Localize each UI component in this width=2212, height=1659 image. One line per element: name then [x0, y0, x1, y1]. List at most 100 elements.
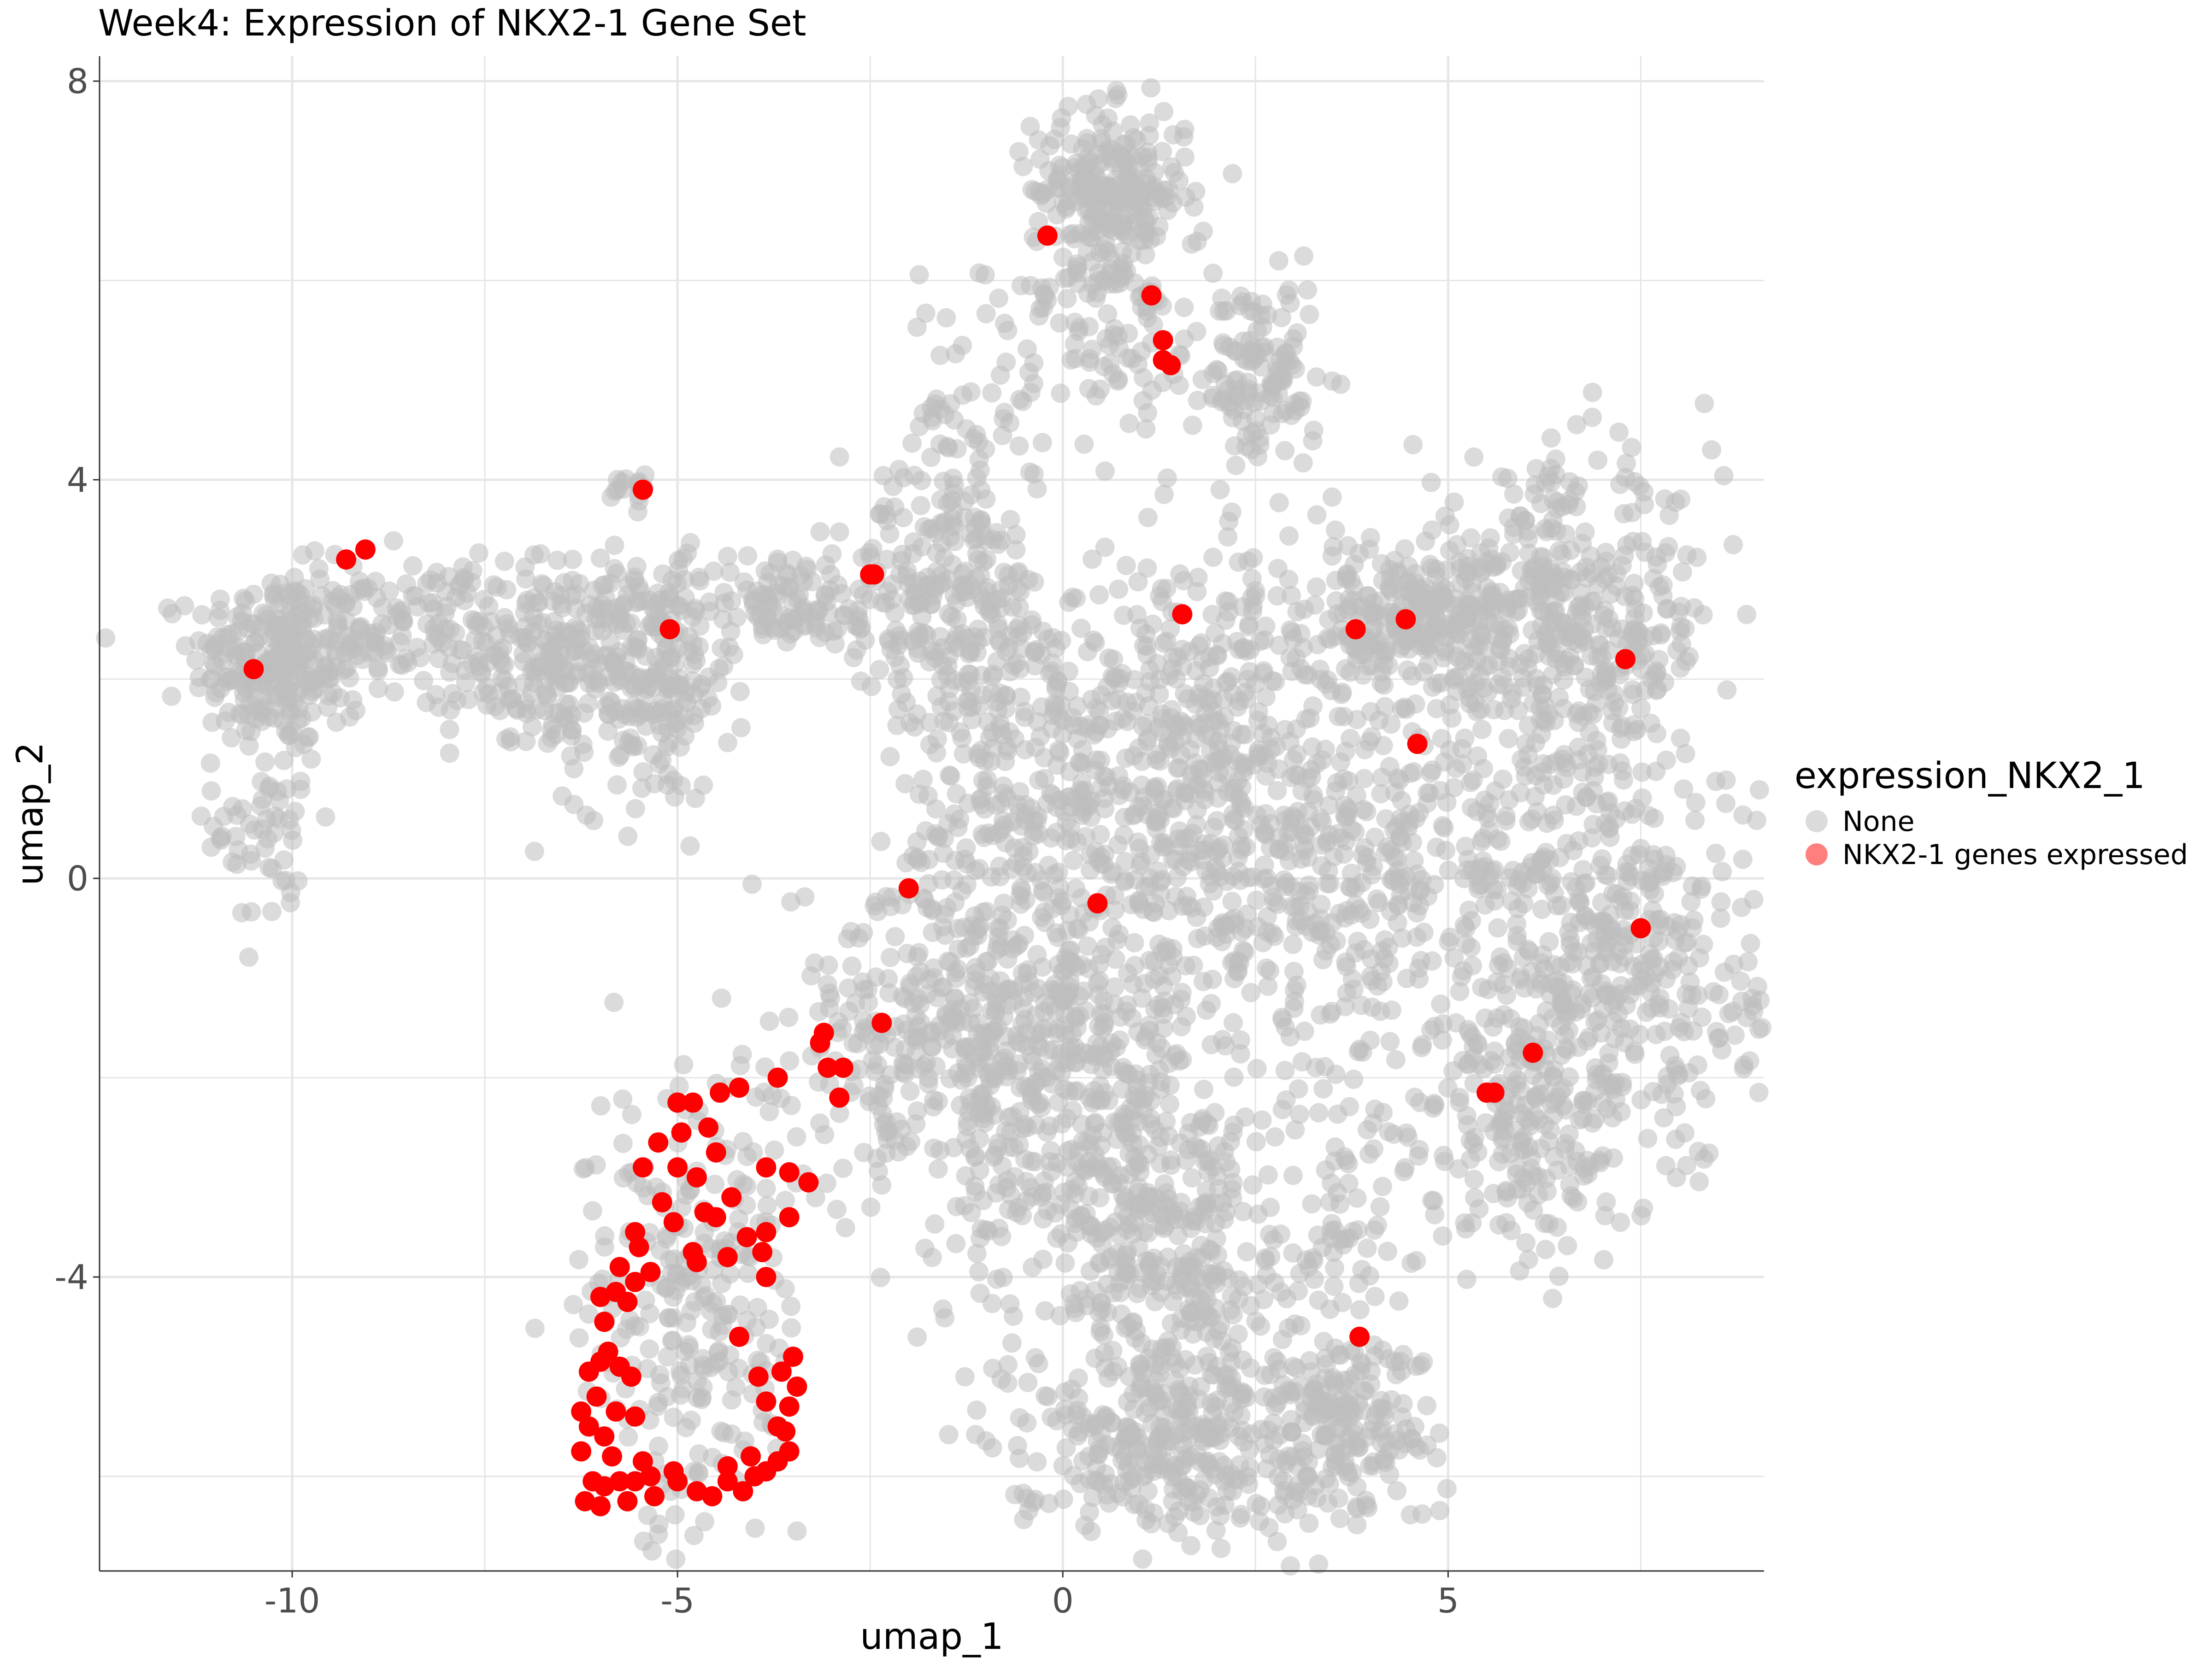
point-none — [1089, 954, 1109, 974]
point-none — [1747, 811, 1766, 830]
point-none — [1195, 926, 1215, 946]
point-none — [1111, 1282, 1130, 1302]
point-none — [1298, 847, 1318, 867]
point-none — [1252, 1110, 1272, 1130]
point-none — [1299, 875, 1319, 895]
point-none — [1141, 78, 1161, 98]
point-none — [797, 559, 817, 579]
point-none — [1013, 623, 1033, 642]
point-none — [885, 927, 905, 947]
point-none — [946, 1234, 966, 1253]
point-none — [1158, 200, 1177, 220]
point-none — [467, 647, 487, 667]
point-none — [1164, 125, 1183, 145]
point-none — [1461, 938, 1481, 958]
point-none — [952, 881, 972, 901]
point-none — [1568, 942, 1588, 962]
point-none — [1666, 1168, 1686, 1188]
point-none — [467, 616, 487, 635]
point-none — [1008, 578, 1028, 598]
point-none — [686, 601, 706, 621]
point-none — [1568, 476, 1588, 496]
point-none — [994, 815, 1014, 835]
point-none — [1371, 673, 1391, 693]
point-none — [1514, 1140, 1534, 1160]
point-none — [755, 561, 775, 581]
point-none — [1033, 881, 1053, 900]
point-none — [1734, 1059, 1753, 1078]
point-none — [996, 685, 1016, 705]
point-none — [191, 806, 211, 826]
point-none — [210, 589, 230, 609]
point-none — [933, 1299, 953, 1319]
point-none — [1557, 1040, 1577, 1060]
point-none — [440, 743, 459, 763]
point-none — [1625, 608, 1645, 628]
point-none — [890, 564, 910, 584]
point-none — [1138, 1183, 1158, 1203]
point-none — [1072, 806, 1092, 825]
point-none — [1364, 606, 1384, 626]
point-none — [977, 549, 997, 569]
point-none — [450, 640, 470, 660]
point-none — [1223, 866, 1243, 886]
point-none — [950, 809, 970, 829]
point-none — [1148, 995, 1168, 1015]
point-none — [1300, 708, 1320, 728]
point-none — [906, 1114, 926, 1134]
point-none — [980, 1076, 1000, 1095]
point-none — [871, 831, 891, 851]
point-none — [271, 610, 291, 629]
point-none — [810, 522, 830, 541]
point-none — [490, 682, 510, 702]
point-none — [1089, 585, 1109, 605]
chart-title: Week4: Expression of NKX2-1 Gene Set — [98, 3, 806, 44]
point-none — [1357, 853, 1377, 873]
point-none — [990, 365, 1010, 385]
point-none — [1286, 765, 1306, 784]
point-none — [1251, 306, 1271, 325]
point-none — [1051, 118, 1071, 137]
point-none — [1187, 322, 1206, 341]
point-none — [920, 712, 940, 732]
point-none — [1596, 1192, 1616, 1212]
point-none — [1215, 916, 1235, 935]
point-none — [293, 545, 312, 565]
point-none — [1276, 1017, 1295, 1037]
point-none — [730, 682, 750, 701]
point-none — [1247, 1059, 1267, 1078]
point-none — [902, 433, 922, 453]
point-none — [1169, 758, 1189, 778]
point-none — [1622, 503, 1642, 523]
point-none — [1684, 598, 1704, 618]
point-none — [403, 586, 423, 606]
point-none — [704, 561, 724, 581]
point-none — [1112, 241, 1132, 261]
point-none — [424, 618, 444, 638]
point-none — [815, 586, 835, 606]
point-none — [970, 1129, 989, 1149]
point-none — [1197, 1114, 1217, 1134]
point-none — [1348, 931, 1368, 951]
point-none — [1088, 89, 1108, 109]
point-none — [200, 753, 220, 773]
point-none — [954, 1196, 974, 1216]
point-none — [1375, 949, 1394, 969]
point-none — [1138, 147, 1158, 167]
point-none — [1304, 420, 1324, 440]
point-none — [681, 533, 700, 553]
point-none — [1243, 755, 1263, 775]
point-none — [998, 741, 1018, 761]
point-none — [1322, 546, 1342, 566]
point-none — [547, 550, 567, 570]
point-none — [1499, 729, 1518, 748]
point-none — [1119, 413, 1139, 433]
point-none — [1677, 545, 1697, 565]
point-none — [1049, 741, 1069, 760]
point-none — [1671, 915, 1691, 935]
point-none — [303, 599, 323, 618]
point-none — [1167, 868, 1187, 888]
point-none — [1456, 563, 1476, 582]
point-none — [1065, 1171, 1085, 1191]
point-none — [330, 688, 350, 708]
